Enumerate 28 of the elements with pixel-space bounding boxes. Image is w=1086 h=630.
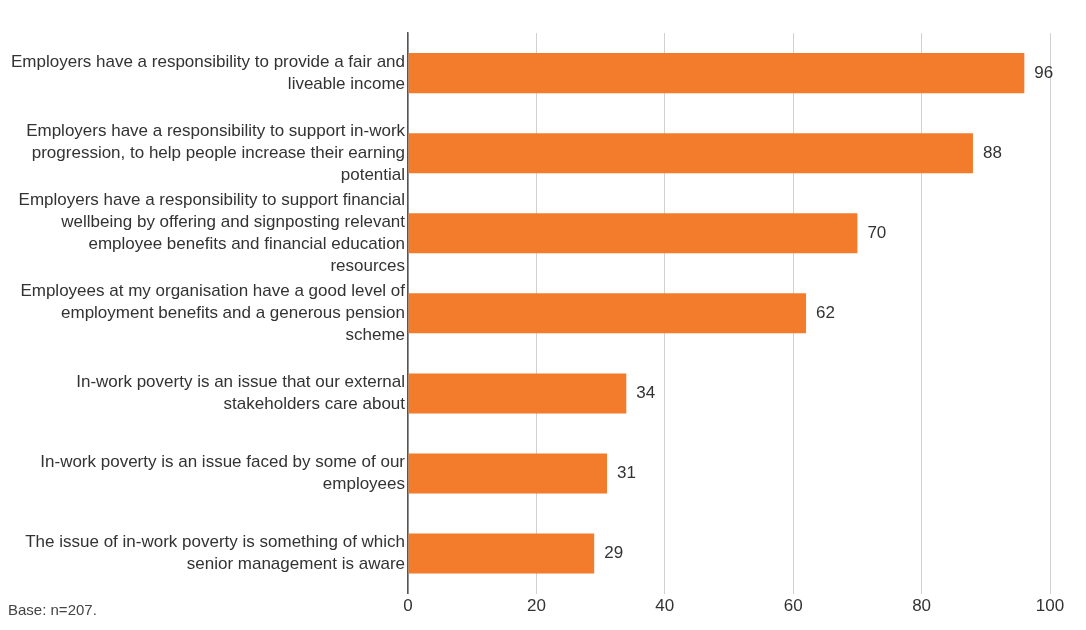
data-label: 70	[867, 222, 887, 242]
bar	[408, 533, 595, 574]
y-tick-label: In-work poverty is an issue faced by some of our employees	[40, 452, 406, 494]
bar	[408, 373, 627, 414]
data-label: 34	[636, 383, 656, 403]
data-label: 88	[982, 142, 1002, 162]
x-tick-label: 60	[783, 596, 803, 616]
x-tick-label: 0	[403, 596, 413, 616]
data-label: 29	[604, 543, 624, 563]
y-tick-label: Employers have a responsibility to provide a fair and liveable income	[10, 51, 406, 93]
bar	[408, 213, 858, 254]
data-label: 31	[617, 463, 636, 483]
bar	[408, 293, 807, 334]
y-tick-label: Employers have a responsibility to support financial wellbeing by offering and signposting relevant employee benefits and financial education resources	[18, 189, 406, 276]
x-tick-label: 80	[912, 596, 932, 616]
data-label: 62	[816, 303, 835, 323]
x-tick-label: 20	[526, 596, 546, 616]
x-tick-label: 40	[655, 596, 675, 616]
bar	[408, 53, 1025, 94]
bar	[408, 133, 973, 174]
data-label: 96	[1034, 62, 1054, 82]
x-tick-label: 100	[1035, 596, 1065, 616]
y-tick-label: In-work poverty is an issue that our external stakeholders care about	[76, 372, 406, 414]
y-tick-label: Employees at my organisation have a good level of employment benefits and a generous pension scheme	[20, 280, 406, 345]
text: Base: n=207.	[8, 600, 97, 618]
y-tick-label: Employers have a responsibility to support in-work progression, to help people increase their earning potential	[26, 120, 406, 184]
y-tick-label: The issue of in-work poverty is something of which senior management is aware	[25, 532, 406, 574]
bar	[408, 453, 608, 494]
